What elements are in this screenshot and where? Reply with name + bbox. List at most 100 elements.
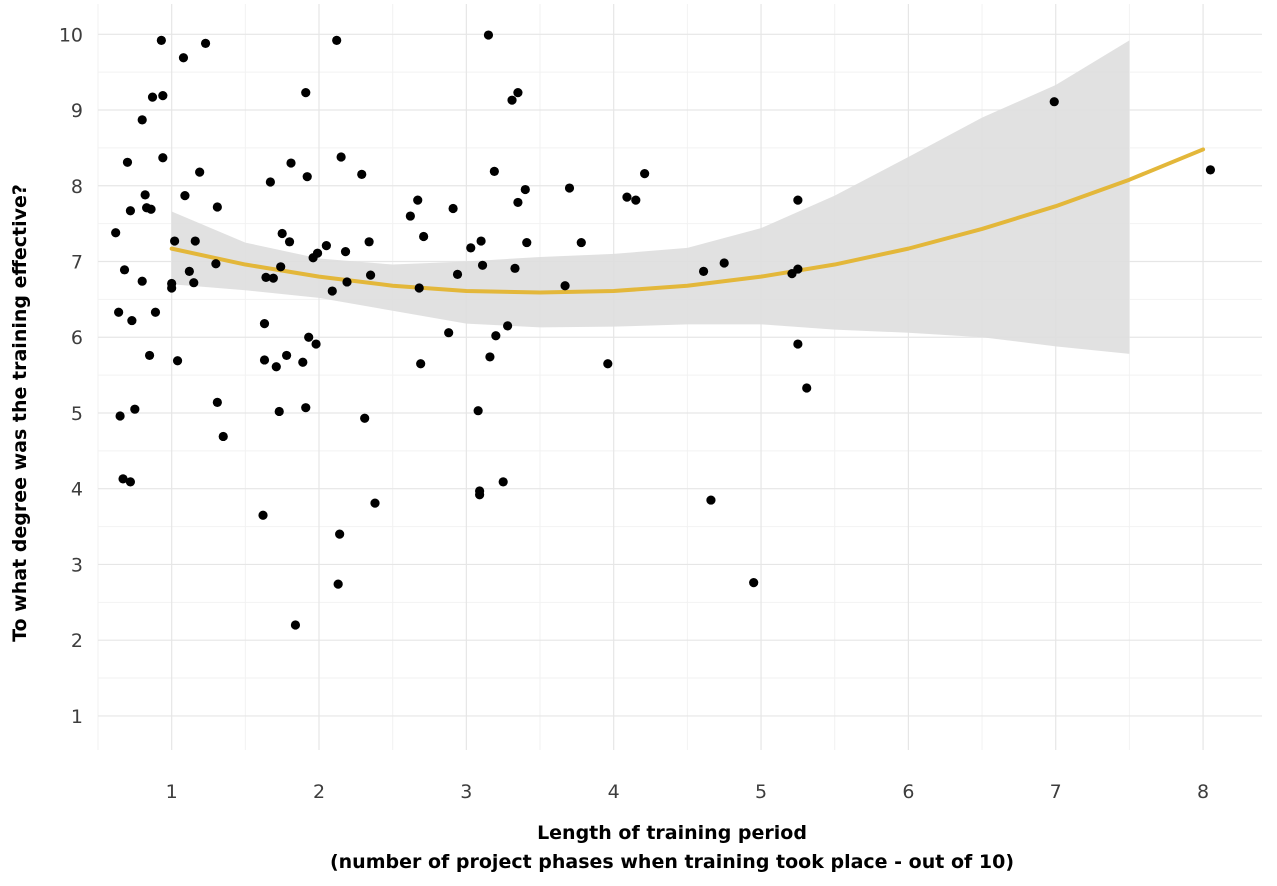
data-point (335, 529, 345, 539)
data-point (184, 266, 194, 276)
data-point (271, 362, 281, 372)
data-point (483, 30, 494, 40)
data-point (414, 283, 424, 293)
data-point (370, 498, 380, 508)
data-point (125, 477, 136, 487)
tick-labels: 1 2 3 4 5 6 7 8 1 2 3 4 5 6 7 8 9 10 (59, 24, 1209, 803)
data-point (304, 332, 314, 342)
data-point (189, 278, 199, 288)
x-axis-title-line2: (number of project phases when training … (330, 851, 1014, 873)
data-point (284, 237, 295, 247)
data-point (793, 339, 803, 349)
data-point (180, 191, 190, 201)
data-point (640, 169, 650, 179)
data-point (211, 259, 221, 269)
y-tick-label: 6 (71, 327, 83, 349)
data-point (144, 350, 155, 361)
data-point (140, 190, 150, 200)
y-tick-label: 8 (71, 176, 83, 198)
data-point (333, 579, 343, 589)
data-point (190, 236, 200, 246)
data-point (274, 406, 284, 417)
data-point (706, 495, 716, 505)
data-point (475, 486, 485, 496)
data-point (793, 264, 803, 274)
confidence-band-layer (171, 40, 1130, 354)
data-point (312, 248, 323, 258)
data-point (137, 115, 147, 125)
data-point (622, 192, 632, 202)
data-point (564, 183, 575, 193)
y-tick-label: 5 (71, 403, 83, 425)
data-point (147, 92, 158, 102)
y-tick-label: 9 (71, 100, 83, 122)
data-point (413, 195, 423, 205)
data-point (137, 276, 147, 286)
data-point (302, 172, 312, 182)
data-point (357, 169, 367, 180)
data-point (119, 265, 130, 275)
data-point (476, 236, 486, 246)
data-point (485, 352, 495, 362)
data-point (1049, 97, 1059, 107)
data-point (111, 228, 121, 238)
x-tick-label: 3 (460, 781, 472, 803)
data-point (419, 231, 429, 242)
data-point (448, 203, 458, 214)
data-point (444, 328, 454, 338)
data-point (342, 277, 352, 287)
data-point (698, 266, 709, 276)
data-point (195, 167, 205, 177)
data-point (178, 53, 189, 63)
data-point (321, 240, 331, 251)
y-tick-label: 1 (71, 706, 83, 728)
data-point (364, 237, 374, 247)
data-point (510, 263, 520, 273)
data-point (301, 88, 311, 98)
data-point (631, 195, 641, 205)
data-point (146, 204, 156, 214)
x-tick-label: 5 (755, 781, 767, 803)
data-point (477, 260, 488, 270)
data-point (452, 269, 463, 279)
data-point (127, 315, 137, 326)
data-point (336, 152, 346, 162)
data-point (158, 153, 168, 163)
y-tick-label: 10 (59, 24, 83, 46)
data-point (560, 281, 570, 291)
y-tick-label: 7 (71, 252, 83, 274)
data-point (158, 91, 168, 101)
data-point (298, 357, 308, 367)
data-point (520, 184, 530, 195)
data-point (327, 286, 337, 296)
data-point (340, 247, 351, 257)
data-point (491, 331, 501, 341)
data-point (498, 477, 508, 487)
x-tick-label: 1 (166, 781, 178, 803)
data-point (365, 270, 376, 280)
data-point (719, 258, 729, 268)
data-point (150, 307, 161, 317)
data-point (268, 273, 278, 283)
data-point (156, 35, 166, 45)
data-point (265, 177, 275, 187)
data-point (513, 197, 523, 208)
data-point (276, 262, 286, 272)
data-point (360, 413, 370, 423)
x-tick-label: 8 (1197, 781, 1209, 803)
data-point (576, 237, 586, 248)
confidence-band (171, 40, 1130, 354)
data-point (311, 339, 321, 349)
data-point (261, 272, 271, 283)
data-point (277, 228, 287, 239)
x-tick-label: 7 (1050, 781, 1062, 803)
data-point (212, 202, 222, 212)
data-point (212, 397, 222, 407)
data-point (130, 404, 140, 414)
data-point (258, 510, 268, 520)
data-point (281, 350, 292, 361)
points-layer (111, 30, 1216, 630)
data-point (1205, 165, 1216, 175)
data-point (259, 319, 270, 329)
